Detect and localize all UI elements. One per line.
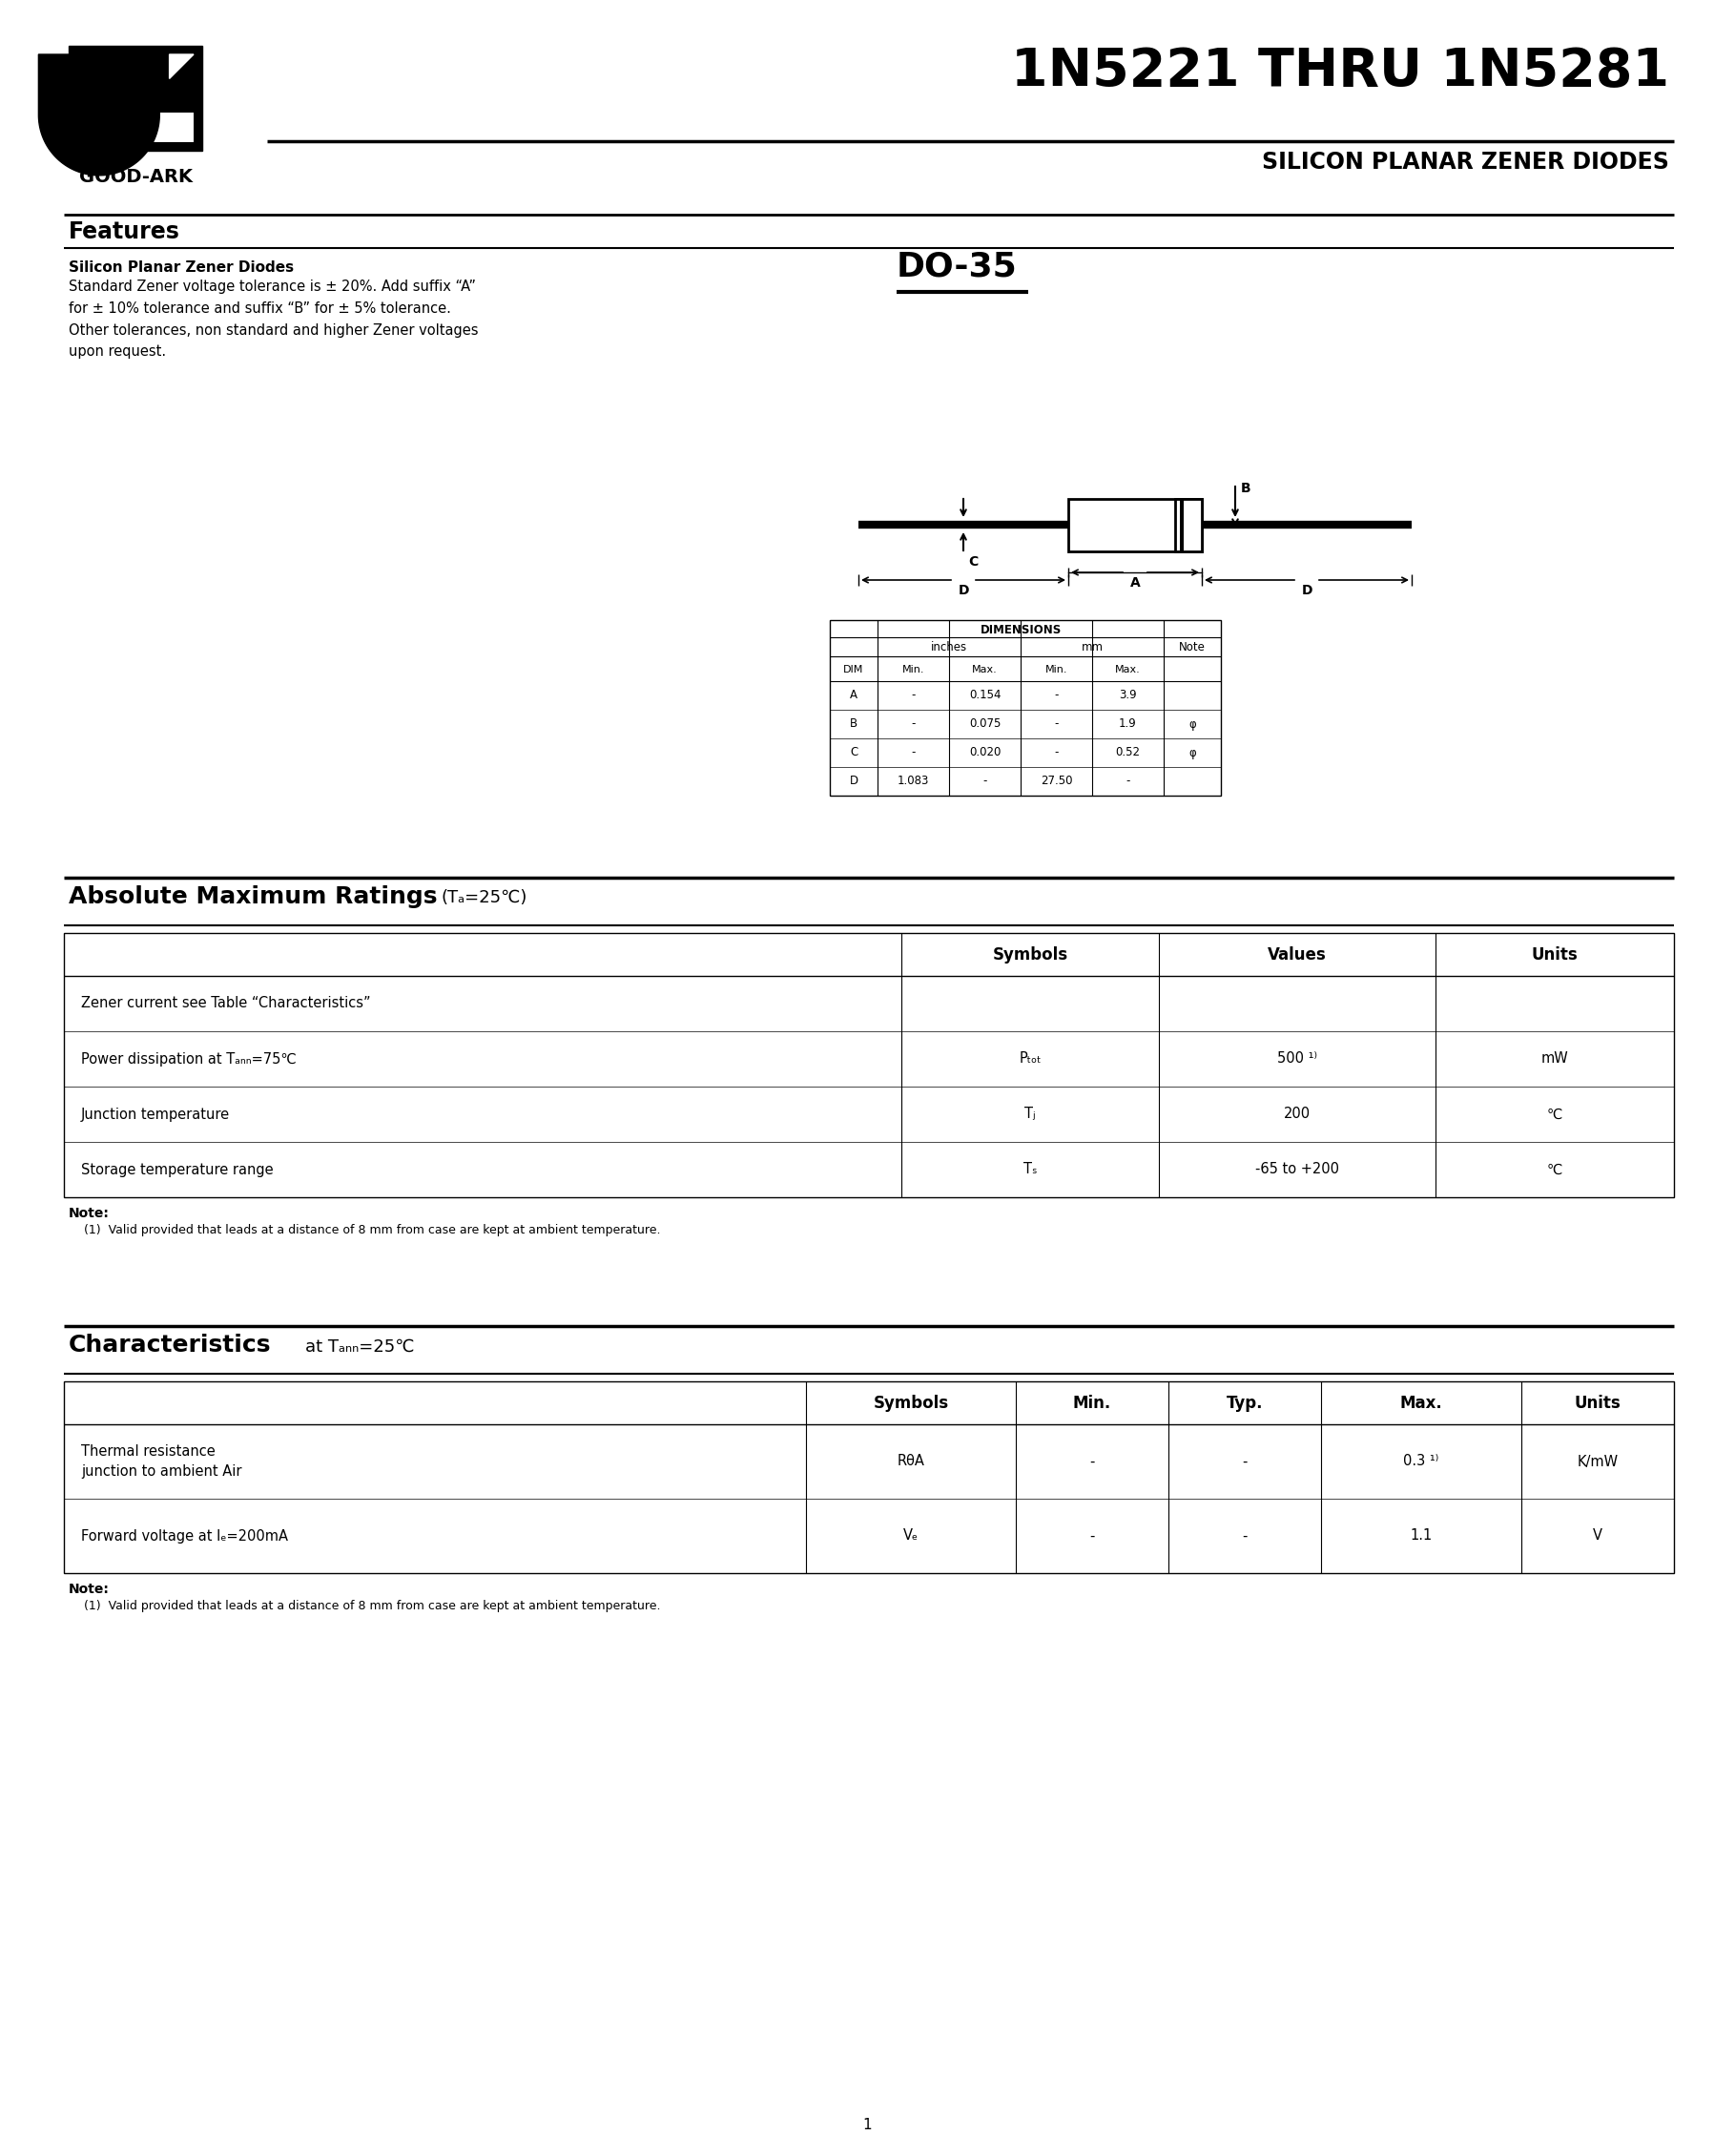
Text: 0.020: 0.020 [968, 746, 1001, 759]
Text: Tₛ: Tₛ [1024, 1162, 1038, 1177]
Bar [64, 1382, 1674, 1574]
Text: Typ.: Typ. [1227, 1395, 1263, 1412]
Text: DIMENSIONS: DIMENSIONS [980, 625, 1062, 636]
Text: -: - [1090, 1529, 1095, 1544]
Text: Characteristics: Characteristics [69, 1335, 271, 1356]
Text: Symbols: Symbols [873, 1395, 949, 1412]
Text: B: B [850, 718, 857, 731]
Text: 200: 200 [1284, 1106, 1310, 1121]
Text: D: D [850, 776, 859, 787]
Bar [1175, 498, 1202, 552]
Text: φ: φ [1188, 746, 1195, 759]
Text: Min.: Min. [1072, 1395, 1112, 1412]
Text: 3.9: 3.9 [1119, 690, 1136, 701]
Text: Max.: Max. [1400, 1395, 1442, 1412]
Text: SILICON PLANAR ZENER DIODES: SILICON PLANAR ZENER DIODES [1261, 151, 1669, 175]
Text: mm: mm [1081, 642, 1103, 653]
Text: Note: Note [1180, 642, 1206, 653]
Text: φ: φ [1188, 718, 1195, 731]
Text: Vₑ: Vₑ [904, 1529, 918, 1544]
Bar [64, 934, 1674, 1197]
Text: 0.52: 0.52 [1116, 746, 1140, 759]
Text: 0.075: 0.075 [968, 718, 1001, 731]
Text: V: V [1593, 1529, 1603, 1544]
Text: A: A [1129, 576, 1140, 589]
Text: Units: Units [1532, 946, 1577, 964]
Text: Silicon Planar Zener Diodes: Silicon Planar Zener Diodes [69, 261, 293, 274]
Text: Units: Units [1574, 1395, 1620, 1412]
Text: -: - [1242, 1529, 1247, 1544]
Text: Absolute Maximum Ratings: Absolute Maximum Ratings [69, 886, 437, 908]
Text: 1.1: 1.1 [1411, 1529, 1433, 1544]
Text: -: - [911, 690, 916, 701]
Text: inches: inches [932, 642, 966, 653]
Text: (1)  Valid provided that leads at a distance of 8 mm from case are kept at ambie: (1) Valid provided that leads at a dista… [69, 1225, 661, 1235]
Text: Symbols: Symbols [992, 946, 1067, 964]
Text: RθA: RθA [897, 1455, 925, 1468]
Text: D: D [958, 584, 968, 597]
Text: -: - [1090, 1455, 1095, 1468]
Text: Tⱼ: Tⱼ [1025, 1106, 1036, 1121]
Text: 500 ¹⁾: 500 ¹⁾ [1277, 1052, 1317, 1065]
Text: K/mW: K/mW [1577, 1455, 1619, 1468]
Text: Thermal resistance
junction to ambient Air: Thermal resistance junction to ambient A… [82, 1445, 241, 1479]
Text: -65 to +200: -65 to +200 [1254, 1162, 1339, 1177]
Text: 27.50: 27.50 [1041, 776, 1072, 787]
Text: Standard Zener voltage tolerance is ± 20%. Add suffix “A”
for ± 10% tolerance an: Standard Zener voltage tolerance is ± 20… [69, 280, 479, 360]
Text: C: C [968, 556, 979, 569]
Text: 1.083: 1.083 [897, 776, 930, 787]
Text: Zener current see Table “Characteristics”: Zener current see Table “Characteristics… [82, 996, 371, 1011]
Text: Note:: Note: [69, 1583, 109, 1595]
Bar [123, 129, 142, 134]
Text: 1: 1 [862, 2117, 873, 2132]
Text: -: - [911, 718, 916, 731]
Text: ℃: ℃ [1548, 1106, 1563, 1121]
Bar [141, 54, 194, 112]
Text: Values: Values [1268, 946, 1327, 964]
Text: A: A [850, 690, 857, 701]
Text: Max.: Max. [972, 664, 998, 675]
Text: 0.3 ¹⁾: 0.3 ¹⁾ [1404, 1455, 1438, 1468]
Bar [1180, 498, 1183, 552]
Text: at Tₐₙₙ=25℃: at Tₐₙₙ=25℃ [305, 1339, 415, 1356]
Text: C: C [850, 746, 857, 759]
Text: Min.: Min. [1044, 664, 1067, 675]
Text: 1.9: 1.9 [1119, 718, 1136, 731]
Text: Features: Features [69, 220, 180, 244]
Text: -: - [982, 776, 987, 787]
Text: 1N5221 THRU 1N5281: 1N5221 THRU 1N5281 [1012, 45, 1669, 97]
Polygon shape [170, 54, 194, 78]
Bar [1069, 498, 1202, 552]
Text: Pₜₒₜ: Pₜₒₜ [1018, 1052, 1041, 1065]
Bar [829, 621, 1221, 796]
Text: GOOD-ARK: GOOD-ARK [78, 168, 193, 185]
Text: Storage temperature range: Storage temperature range [82, 1162, 274, 1177]
Text: -: - [1242, 1455, 1247, 1468]
Text: Note:: Note: [69, 1207, 109, 1220]
Text: Power dissipation at Tₐₙₙ=75℃: Power dissipation at Tₐₙₙ=75℃ [82, 1052, 297, 1065]
Text: -: - [911, 746, 916, 759]
Bar [69, 45, 203, 151]
Polygon shape [38, 54, 160, 175]
Text: D: D [1301, 584, 1312, 597]
Text: B: B [1241, 481, 1251, 496]
Text: -: - [1055, 746, 1058, 759]
Text: (Tₐ=25℃): (Tₐ=25℃) [441, 888, 527, 906]
Text: ℃: ℃ [1548, 1162, 1563, 1177]
Bar [132, 121, 135, 140]
Text: -: - [1055, 690, 1058, 701]
Text: 0.154: 0.154 [968, 690, 1001, 701]
Text: mW: mW [1541, 1052, 1568, 1065]
Text: Forward voltage at Iₑ=200mA: Forward voltage at Iₑ=200mA [82, 1529, 288, 1544]
Text: Max.: Max. [1116, 664, 1140, 675]
Text: DIM: DIM [843, 664, 864, 675]
Text: Junction temperature: Junction temperature [82, 1106, 231, 1121]
Text: -: - [1126, 776, 1129, 787]
Bar [78, 54, 194, 142]
Text: Min.: Min. [902, 664, 925, 675]
Text: DO-35: DO-35 [897, 250, 1017, 282]
Text: -: - [1055, 718, 1058, 731]
Text: (1)  Valid provided that leads at a distance of 8 mm from case are kept at ambie: (1) Valid provided that leads at a dista… [69, 1600, 661, 1613]
